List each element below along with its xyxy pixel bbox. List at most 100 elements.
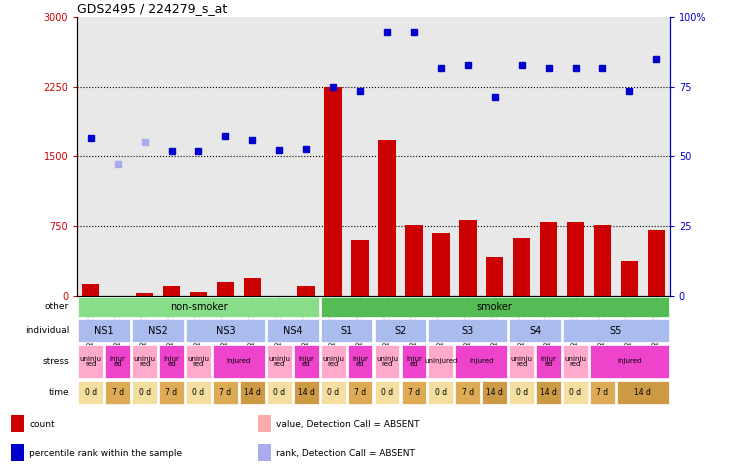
Bar <box>78 345 103 378</box>
Text: S5: S5 <box>609 326 622 336</box>
Text: 7 d: 7 d <box>112 388 124 397</box>
Text: uninju
red: uninju red <box>134 356 155 367</box>
Text: 0 d: 0 d <box>273 388 286 397</box>
Bar <box>563 345 588 378</box>
Text: 0 d: 0 d <box>381 388 393 397</box>
Bar <box>648 230 665 296</box>
Text: GDS2495 / 224279_s_at: GDS2495 / 224279_s_at <box>77 2 227 16</box>
Text: 14 d: 14 d <box>634 388 651 397</box>
Bar <box>509 319 561 342</box>
Bar <box>163 286 180 296</box>
Text: injur
ed: injur ed <box>541 356 556 367</box>
Bar <box>456 381 480 404</box>
Text: S1: S1 <box>341 326 353 336</box>
Text: percentile rank within the sample: percentile rank within the sample <box>29 449 183 458</box>
Text: uninju
red: uninju red <box>511 356 533 367</box>
Bar <box>267 381 291 404</box>
Bar <box>351 240 369 296</box>
Bar <box>78 319 130 342</box>
Text: 7 d: 7 d <box>461 388 474 397</box>
Text: 7 d: 7 d <box>219 388 231 397</box>
Bar <box>537 381 561 404</box>
Bar <box>482 381 507 404</box>
Bar <box>405 226 422 296</box>
Bar <box>509 345 534 378</box>
Text: injured: injured <box>618 358 642 365</box>
Bar <box>132 319 184 342</box>
Text: 14 d: 14 d <box>540 388 557 397</box>
Text: value, Detection Call = ABSENT: value, Detection Call = ABSENT <box>276 420 420 429</box>
Bar <box>563 381 588 404</box>
Bar <box>590 381 615 404</box>
Bar <box>294 345 319 378</box>
Text: injured: injured <box>227 358 251 365</box>
Bar <box>267 345 291 378</box>
Text: injur
ed: injur ed <box>298 356 314 367</box>
Bar <box>105 345 130 378</box>
Bar <box>136 293 153 296</box>
Bar <box>402 381 426 404</box>
Text: 0 d: 0 d <box>85 388 97 397</box>
Bar <box>456 345 507 378</box>
Bar <box>375 345 400 378</box>
Bar <box>267 319 319 342</box>
Text: time: time <box>49 388 69 397</box>
Bar <box>539 222 557 296</box>
Bar <box>325 87 342 296</box>
Text: S3: S3 <box>461 326 474 336</box>
Text: 0 d: 0 d <box>192 388 205 397</box>
Text: 0 d: 0 d <box>327 388 339 397</box>
Bar <box>594 226 611 296</box>
Bar <box>132 381 157 404</box>
Text: 7 d: 7 d <box>354 388 366 397</box>
Text: uninjured: uninjured <box>424 358 458 365</box>
Bar <box>186 345 210 378</box>
Bar <box>244 278 261 296</box>
Bar <box>258 444 271 461</box>
Bar <box>297 286 315 296</box>
Bar <box>347 381 372 404</box>
Bar <box>240 381 265 404</box>
Text: NS3: NS3 <box>216 326 236 336</box>
Text: count: count <box>29 420 55 429</box>
Text: NS2: NS2 <box>148 326 168 336</box>
Text: uninju
red: uninju red <box>79 356 102 367</box>
Text: uninju
red: uninju red <box>322 356 344 367</box>
Bar <box>590 345 669 378</box>
Bar <box>347 345 372 378</box>
Bar <box>294 381 319 404</box>
Bar <box>428 381 453 404</box>
Text: 0 d: 0 d <box>138 388 151 397</box>
Text: NS1: NS1 <box>94 326 114 336</box>
Text: 7 d: 7 d <box>166 388 177 397</box>
Bar <box>375 319 426 342</box>
Bar <box>82 284 99 296</box>
Text: injur
ed: injur ed <box>406 356 422 367</box>
Bar <box>432 233 450 296</box>
Text: injur
ed: injur ed <box>110 356 126 367</box>
Bar <box>378 140 396 296</box>
Bar <box>78 381 103 404</box>
Bar <box>11 415 24 432</box>
Bar <box>513 238 531 296</box>
Bar <box>617 381 669 404</box>
Bar <box>159 381 184 404</box>
Bar <box>402 345 426 378</box>
Text: individual: individual <box>25 326 69 335</box>
Text: uninju
red: uninju red <box>188 356 210 367</box>
Bar <box>213 345 265 378</box>
Bar <box>459 220 476 296</box>
Bar <box>428 319 507 342</box>
Text: 14 d: 14 d <box>244 388 261 397</box>
Bar <box>509 381 534 404</box>
Bar <box>213 381 238 404</box>
Bar <box>321 345 345 378</box>
Bar <box>11 444 24 461</box>
Text: injur
ed: injur ed <box>163 356 180 367</box>
Bar <box>428 345 453 378</box>
Text: 14 d: 14 d <box>298 388 314 397</box>
Text: injur
ed: injur ed <box>352 356 368 367</box>
Text: 7 d: 7 d <box>408 388 420 397</box>
Text: uninju
red: uninju red <box>268 356 290 367</box>
Bar <box>486 257 503 296</box>
